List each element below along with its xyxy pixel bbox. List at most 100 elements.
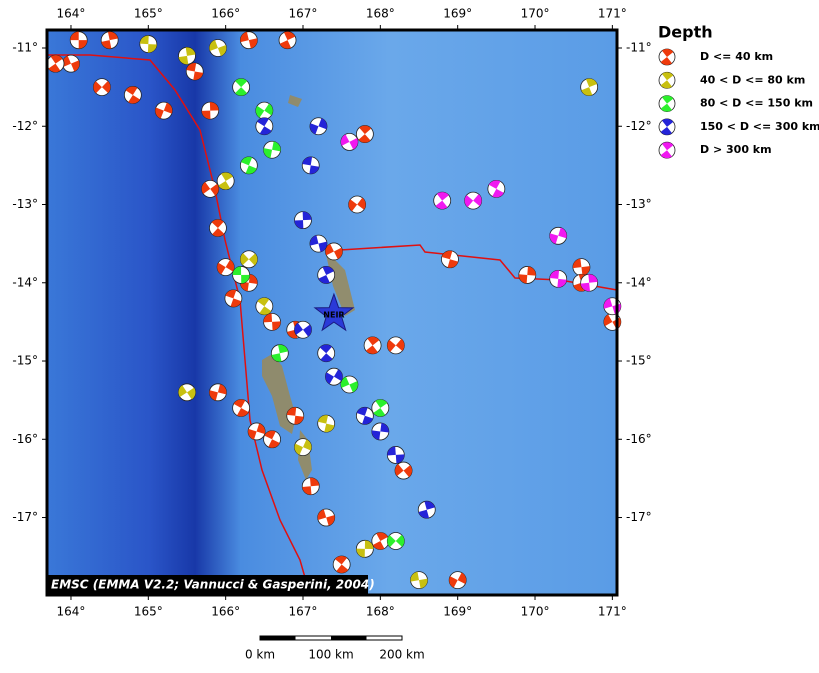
legend-label: D > 300 km bbox=[700, 143, 772, 156]
focal-mechanism bbox=[301, 156, 320, 175]
ball-quadrants bbox=[155, 102, 173, 119]
lon-tick-label: 169° bbox=[443, 7, 472, 21]
ball-quadrants bbox=[302, 156, 320, 174]
focal-mechanism bbox=[348, 195, 367, 214]
ball-quadrants bbox=[286, 407, 304, 425]
ball-quadrants bbox=[372, 532, 388, 550]
station-label: NEIR bbox=[323, 311, 344, 320]
focal-mechanism bbox=[340, 375, 359, 394]
credit-box bbox=[47, 575, 368, 595]
focal-mechanism bbox=[209, 39, 227, 57]
focal-mechanism bbox=[232, 78, 251, 97]
focal-mechanism bbox=[518, 266, 537, 284]
events bbox=[46, 31, 622, 590]
lat-tick-label: -13° bbox=[626, 197, 652, 211]
focal-mechanism bbox=[224, 289, 243, 308]
focal-mechanism bbox=[301, 477, 320, 496]
ball-quadrants bbox=[178, 385, 196, 400]
focal-mechanism bbox=[355, 539, 374, 558]
ball-quadrants bbox=[139, 35, 157, 53]
ball-quadrants bbox=[217, 259, 235, 275]
lat-tick-label: -11° bbox=[12, 40, 38, 54]
ball-quadrants bbox=[660, 95, 674, 112]
focal-mechanism bbox=[294, 438, 312, 456]
ball-quadrants bbox=[572, 258, 590, 276]
focal-mechanism bbox=[658, 71, 676, 89]
islands bbox=[262, 95, 355, 480]
focal-mechanism bbox=[325, 242, 343, 261]
focal-mechanism bbox=[658, 141, 676, 159]
ball-quadrants bbox=[410, 571, 428, 589]
focal-mechanism bbox=[278, 31, 297, 50]
focal-mechanism bbox=[317, 508, 336, 527]
focal-mechanism bbox=[178, 383, 196, 402]
ball-quadrants bbox=[660, 118, 674, 135]
lon-tick-label: 165° bbox=[134, 605, 163, 619]
lat-tick-label: -16° bbox=[626, 432, 652, 446]
focal-mechanism bbox=[201, 179, 220, 198]
ball-quadrants bbox=[488, 180, 504, 198]
ball-quadrants bbox=[240, 253, 258, 266]
focal-mechanism bbox=[317, 266, 336, 284]
focal-mechanism bbox=[232, 266, 251, 284]
ball-quadrants bbox=[356, 407, 373, 425]
focal-mechanism bbox=[549, 269, 568, 288]
lon-tick-label: 167° bbox=[289, 7, 318, 21]
ball-quadrants bbox=[435, 192, 449, 210]
ball-quadrants bbox=[325, 369, 343, 385]
focal-mechanism bbox=[658, 95, 676, 112]
scale-label: 100 km bbox=[308, 648, 353, 662]
ball-quadrants bbox=[235, 78, 248, 96]
scale-label: 0 km bbox=[245, 648, 275, 662]
focal-mechanism bbox=[139, 35, 158, 53]
ball-quadrants bbox=[263, 141, 281, 159]
lat-tick-label: -17° bbox=[12, 510, 38, 524]
ball-quadrants bbox=[319, 344, 333, 362]
lat-tick-label: -12° bbox=[12, 119, 38, 133]
focal-mechanism bbox=[178, 46, 196, 65]
ball-quadrants bbox=[348, 197, 366, 212]
focal-mechanism bbox=[580, 78, 599, 97]
ball-quadrants bbox=[211, 219, 225, 237]
ball-quadrants bbox=[395, 464, 413, 478]
credit: EMSC (EMMA V2.2; Vannucci & Gasperini, 2… bbox=[51, 578, 375, 592]
ball-quadrants bbox=[549, 227, 567, 244]
focal-mechanism bbox=[332, 555, 351, 574]
focal-mechanism bbox=[69, 31, 88, 50]
ball-quadrants bbox=[309, 118, 327, 135]
legend-label: 150 < D <= 300 km bbox=[700, 120, 819, 133]
lon-tick-label: 164° bbox=[57, 7, 86, 21]
lon-tick-label: 171° bbox=[598, 605, 627, 619]
ball-quadrants bbox=[387, 534, 405, 548]
ball-quadrants bbox=[317, 415, 335, 433]
ball-quadrants bbox=[325, 243, 343, 260]
lon-tick-label: 169° bbox=[443, 605, 472, 619]
legend-label: 80 < D <= 150 km bbox=[700, 97, 813, 110]
ball-quadrants bbox=[240, 156, 257, 174]
ball-quadrants bbox=[125, 86, 141, 104]
ball-quadrants bbox=[581, 78, 598, 96]
ball-quadrants bbox=[418, 501, 435, 519]
ball-quadrants bbox=[232, 266, 250, 284]
legend-label: 40 < D <= 80 km bbox=[700, 73, 805, 86]
focal-mechanism bbox=[46, 54, 65, 73]
ball-quadrants bbox=[62, 55, 80, 72]
focal-mechanism bbox=[580, 273, 599, 292]
focal-mechanism bbox=[340, 133, 359, 151]
ball-quadrants bbox=[178, 47, 196, 65]
focal-mechanism bbox=[386, 532, 405, 550]
ball-quadrants bbox=[660, 72, 674, 89]
ball-quadrants bbox=[294, 439, 312, 455]
lon-tick-label: 167° bbox=[289, 605, 318, 619]
ball-quadrants bbox=[209, 40, 227, 56]
focal-mechanism bbox=[658, 48, 676, 66]
ball-quadrants bbox=[218, 172, 233, 190]
focal-mechanism bbox=[549, 226, 568, 245]
focal-mechanism bbox=[464, 191, 483, 210]
focal-mechanism bbox=[185, 62, 204, 81]
focal-mechanism bbox=[394, 461, 413, 480]
scale-bar-segment bbox=[260, 636, 296, 640]
ball-quadrants bbox=[264, 430, 280, 448]
